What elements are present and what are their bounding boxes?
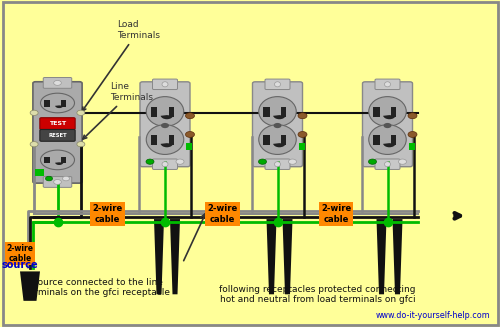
Circle shape bbox=[398, 159, 406, 164]
Bar bbox=[44, 100, 51, 107]
FancyBboxPatch shape bbox=[298, 143, 304, 150]
FancyBboxPatch shape bbox=[33, 82, 82, 183]
Circle shape bbox=[30, 110, 38, 115]
Bar bbox=[44, 157, 51, 164]
Ellipse shape bbox=[162, 162, 168, 167]
Bar bbox=[281, 107, 286, 117]
Text: 2-wire
cable: 2-wire cable bbox=[92, 204, 122, 224]
Text: source connected to the line
terminals on the gfci receptacle: source connected to the line terminals o… bbox=[25, 278, 170, 298]
Wedge shape bbox=[273, 115, 285, 119]
FancyBboxPatch shape bbox=[362, 82, 412, 167]
Circle shape bbox=[77, 110, 85, 115]
Wedge shape bbox=[273, 143, 285, 147]
Circle shape bbox=[186, 113, 194, 119]
Circle shape bbox=[274, 123, 281, 128]
Ellipse shape bbox=[54, 80, 62, 85]
Circle shape bbox=[176, 159, 184, 164]
Text: TEST: TEST bbox=[49, 121, 66, 126]
Polygon shape bbox=[266, 219, 276, 294]
Wedge shape bbox=[55, 105, 64, 108]
Circle shape bbox=[62, 176, 70, 181]
Bar bbox=[373, 107, 380, 117]
Text: Line
Terminals: Line Terminals bbox=[83, 82, 153, 139]
Bar bbox=[150, 107, 157, 117]
Circle shape bbox=[30, 142, 38, 147]
Circle shape bbox=[408, 131, 417, 137]
Circle shape bbox=[146, 159, 154, 164]
Ellipse shape bbox=[384, 82, 390, 87]
Circle shape bbox=[368, 159, 376, 164]
Wedge shape bbox=[383, 115, 396, 119]
Bar bbox=[391, 107, 396, 117]
Bar bbox=[391, 135, 396, 145]
Bar bbox=[263, 107, 270, 117]
Ellipse shape bbox=[369, 96, 406, 126]
Text: following receptacles protected connecting
hot and neutral from load terminals o: following receptacles protected connecti… bbox=[219, 284, 416, 304]
Polygon shape bbox=[20, 271, 40, 301]
Text: 2-wire
cable: 2-wire cable bbox=[6, 244, 34, 263]
Text: source: source bbox=[2, 260, 38, 270]
Ellipse shape bbox=[369, 125, 406, 154]
Bar bbox=[61, 157, 66, 164]
Ellipse shape bbox=[384, 162, 390, 167]
FancyBboxPatch shape bbox=[186, 143, 192, 150]
Circle shape bbox=[408, 113, 417, 119]
FancyBboxPatch shape bbox=[44, 177, 72, 187]
Bar bbox=[150, 135, 157, 145]
FancyBboxPatch shape bbox=[140, 82, 190, 167]
Wedge shape bbox=[160, 115, 173, 119]
Circle shape bbox=[186, 131, 194, 137]
Bar bbox=[263, 135, 270, 145]
FancyBboxPatch shape bbox=[252, 82, 302, 167]
Text: Load
Terminals: Load Terminals bbox=[82, 20, 160, 111]
Polygon shape bbox=[282, 219, 292, 294]
Circle shape bbox=[288, 159, 296, 164]
FancyBboxPatch shape bbox=[375, 79, 400, 90]
Circle shape bbox=[258, 159, 266, 164]
Polygon shape bbox=[154, 219, 164, 294]
Ellipse shape bbox=[162, 82, 168, 87]
FancyBboxPatch shape bbox=[152, 159, 178, 169]
Wedge shape bbox=[55, 162, 64, 165]
Circle shape bbox=[384, 123, 392, 128]
FancyBboxPatch shape bbox=[408, 143, 414, 150]
Ellipse shape bbox=[40, 93, 74, 113]
FancyBboxPatch shape bbox=[40, 129, 75, 141]
Text: RESET: RESET bbox=[48, 133, 67, 138]
Circle shape bbox=[298, 113, 307, 119]
Bar bbox=[281, 135, 286, 145]
Ellipse shape bbox=[274, 162, 280, 167]
Ellipse shape bbox=[259, 125, 296, 154]
Circle shape bbox=[77, 142, 85, 147]
FancyBboxPatch shape bbox=[36, 169, 44, 176]
Circle shape bbox=[298, 131, 307, 137]
Text: www.do-it-yourself-help.com: www.do-it-yourself-help.com bbox=[375, 311, 490, 320]
Ellipse shape bbox=[54, 180, 62, 184]
FancyBboxPatch shape bbox=[265, 159, 290, 169]
FancyBboxPatch shape bbox=[265, 79, 290, 90]
Bar bbox=[169, 107, 174, 117]
Polygon shape bbox=[392, 219, 402, 294]
Ellipse shape bbox=[146, 96, 184, 126]
Ellipse shape bbox=[40, 150, 74, 170]
Bar bbox=[169, 135, 174, 145]
Ellipse shape bbox=[259, 96, 296, 126]
FancyBboxPatch shape bbox=[152, 79, 178, 90]
Bar bbox=[373, 135, 380, 145]
Ellipse shape bbox=[146, 125, 184, 154]
Text: 2-wire
cable: 2-wire cable bbox=[321, 204, 351, 224]
FancyBboxPatch shape bbox=[375, 159, 400, 169]
Bar bbox=[61, 100, 66, 107]
Text: 2-wire
cable: 2-wire cable bbox=[208, 204, 238, 224]
Polygon shape bbox=[170, 219, 180, 294]
Polygon shape bbox=[376, 219, 386, 294]
Wedge shape bbox=[160, 143, 173, 147]
Ellipse shape bbox=[274, 82, 280, 87]
Wedge shape bbox=[383, 143, 396, 147]
Circle shape bbox=[161, 123, 169, 128]
FancyBboxPatch shape bbox=[40, 118, 75, 129]
Circle shape bbox=[46, 176, 52, 181]
FancyBboxPatch shape bbox=[44, 77, 72, 88]
